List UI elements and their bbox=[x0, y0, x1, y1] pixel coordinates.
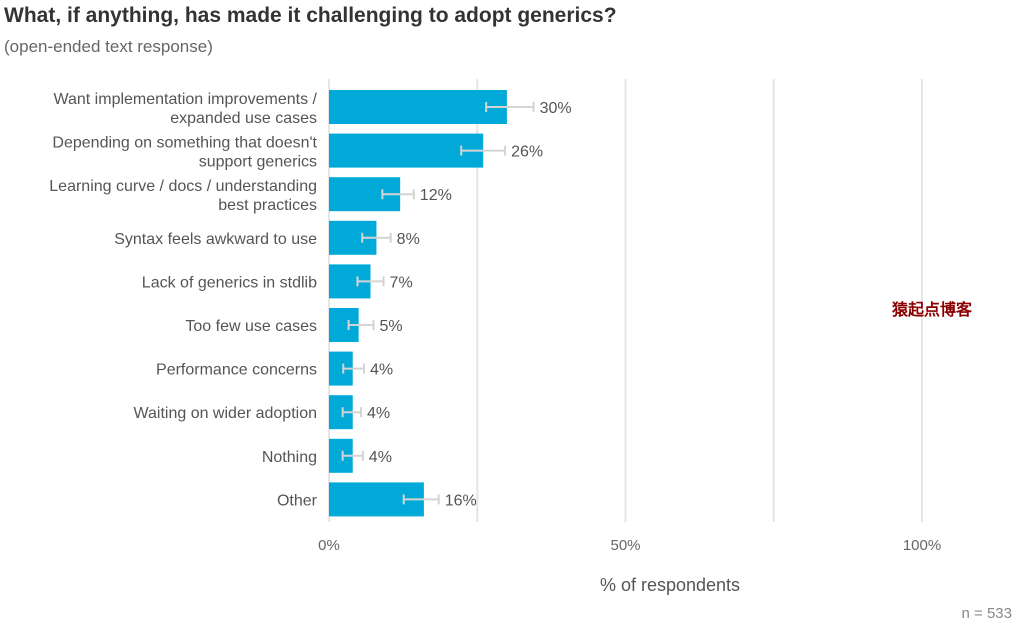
chart-subtitle: (open-ended text response) bbox=[4, 37, 213, 56]
chart-title: What, if anything, has made it challengi… bbox=[4, 4, 617, 27]
category-label: Learning curve / docs / understanding bbox=[49, 178, 317, 195]
category-label: Other bbox=[277, 492, 318, 509]
category-label: Lack of generics in stdlib bbox=[142, 274, 317, 291]
category-label: Nothing bbox=[262, 449, 317, 466]
bars bbox=[329, 90, 535, 517]
data-label: 4% bbox=[367, 405, 390, 422]
x-tick-label: 50% bbox=[610, 537, 640, 554]
bar bbox=[329, 351, 353, 386]
labels: 0% 50% 100% 30% Want implementation improvem… bbox=[49, 91, 941, 554]
category-label: Want implementation improvements / bbox=[53, 91, 317, 108]
sample-size: n = 533 bbox=[962, 605, 1012, 622]
category-label: Too few use cases bbox=[185, 318, 317, 335]
sample-size-value: 533 bbox=[986, 605, 1012, 622]
bar bbox=[329, 133, 484, 168]
data-label: 5% bbox=[379, 318, 402, 335]
data-label: 4% bbox=[369, 449, 392, 466]
x-axis-title: % of respondents bbox=[600, 575, 740, 595]
category-label: Syntax feels awkward to use bbox=[114, 231, 317, 248]
data-label: 7% bbox=[390, 274, 413, 291]
data-label: 26% bbox=[511, 144, 543, 161]
sample-size-label: n = bbox=[961, 605, 987, 622]
data-label: 8% bbox=[397, 231, 420, 248]
bar bbox=[329, 90, 507, 124]
category-label: Depending on something that doesn't bbox=[52, 135, 317, 152]
watermark-text: 猿起点博客 bbox=[892, 302, 973, 319]
x-tick-label: 100% bbox=[903, 537, 941, 554]
x-tick-label: 0% bbox=[318, 537, 340, 554]
category-label: expanded use cases bbox=[170, 110, 317, 127]
bar bbox=[329, 395, 353, 430]
category-label: Waiting on wider adoption bbox=[133, 405, 317, 422]
data-label: 4% bbox=[370, 362, 393, 379]
data-label: 30% bbox=[540, 100, 572, 117]
category-label: Performance concerns bbox=[156, 362, 317, 379]
category-label: support generics bbox=[199, 154, 317, 171]
data-label: 16% bbox=[445, 492, 477, 509]
data-label: 12% bbox=[420, 187, 452, 204]
bar bbox=[329, 438, 353, 473]
category-label: best practices bbox=[218, 197, 317, 214]
